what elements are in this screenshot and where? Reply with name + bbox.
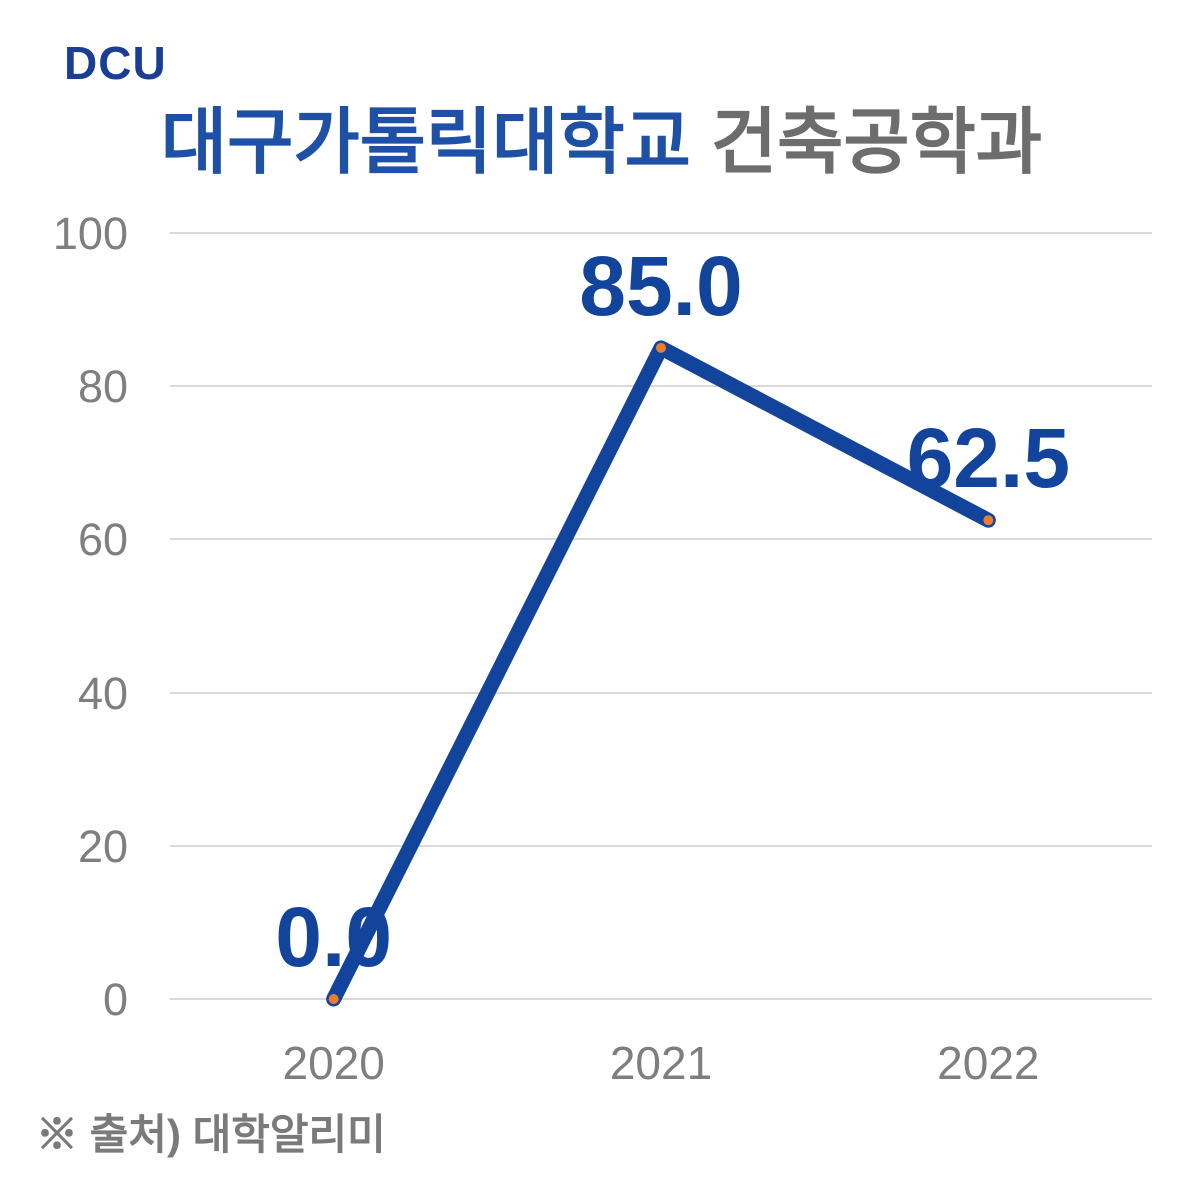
chart-title-university: 대구가톨릭대학교: [160, 103, 691, 183]
gridline: [170, 998, 1152, 1000]
data-point-marker: [983, 515, 994, 526]
gridline: [170, 232, 1152, 234]
gridline: [170, 538, 1152, 541]
y-axis-tick-label: 100: [52, 208, 128, 259]
chart-title: 대구가톨릭대학교 건축공학과: [0, 103, 1203, 183]
chart-title-department: 건축공학과: [690, 103, 1043, 183]
data-point-marker: [328, 994, 339, 1004]
x-axis-tick-label: 2021: [609, 1037, 713, 1089]
y-axis-tick-label: 0: [102, 974, 128, 1025]
gridline: [170, 844, 1152, 847]
y-axis-tick-label: 40: [77, 667, 128, 719]
dcu-logo: DCU: [64, 37, 167, 89]
gridline: [170, 385, 1152, 388]
y-axis-tick-label: 80: [77, 361, 128, 413]
data-point-marker: [656, 342, 666, 353]
x-axis-tick-label: 2022: [937, 1037, 1040, 1089]
y-axis-tick-label: 60: [77, 514, 128, 566]
gridline: [170, 691, 1152, 694]
y-axis-tick-label: 20: [77, 820, 128, 872]
x-axis-tick-label: 2020: [282, 1037, 385, 1089]
trend-line: [326, 340, 996, 1007]
source-note: ※ 출처) 대학알리미: [36, 1111, 386, 1158]
data-point-label: 85.0: [579, 238, 743, 333]
